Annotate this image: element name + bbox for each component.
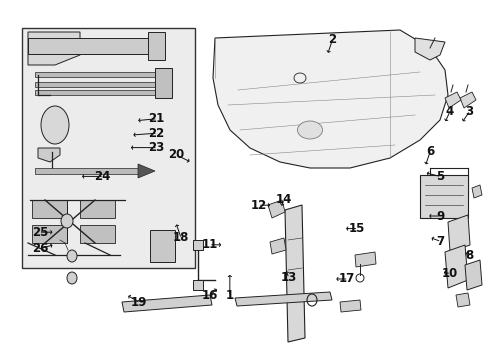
- Text: 14: 14: [275, 193, 291, 206]
- Ellipse shape: [67, 272, 77, 284]
- Text: 25: 25: [32, 226, 48, 239]
- Polygon shape: [22, 28, 195, 268]
- Text: 1: 1: [225, 289, 233, 302]
- Ellipse shape: [61, 214, 73, 228]
- Polygon shape: [35, 90, 160, 95]
- Polygon shape: [269, 238, 285, 254]
- Text: 15: 15: [348, 222, 365, 235]
- Text: 21: 21: [148, 112, 164, 125]
- Text: 7: 7: [435, 235, 443, 248]
- Polygon shape: [32, 225, 67, 243]
- Ellipse shape: [41, 106, 69, 144]
- Polygon shape: [80, 200, 115, 218]
- Polygon shape: [354, 252, 375, 267]
- Ellipse shape: [67, 250, 77, 262]
- Polygon shape: [28, 38, 155, 54]
- Polygon shape: [35, 82, 160, 87]
- Text: 16: 16: [202, 289, 218, 302]
- Polygon shape: [193, 280, 203, 290]
- Polygon shape: [447, 215, 469, 252]
- Text: 18: 18: [172, 231, 189, 244]
- Polygon shape: [455, 293, 469, 307]
- Text: 3: 3: [465, 105, 472, 118]
- Polygon shape: [122, 295, 212, 312]
- Polygon shape: [35, 72, 160, 77]
- Text: 2: 2: [328, 33, 336, 46]
- Polygon shape: [35, 168, 140, 174]
- Text: 23: 23: [148, 141, 164, 154]
- Ellipse shape: [297, 121, 322, 139]
- Polygon shape: [155, 68, 172, 98]
- Text: 11: 11: [202, 238, 218, 251]
- Polygon shape: [471, 185, 481, 198]
- Text: 6: 6: [426, 145, 433, 158]
- Polygon shape: [28, 32, 80, 65]
- Polygon shape: [444, 92, 460, 108]
- Polygon shape: [138, 164, 155, 178]
- Polygon shape: [213, 30, 447, 168]
- Polygon shape: [148, 32, 164, 60]
- Text: 5: 5: [435, 170, 443, 183]
- Text: 8: 8: [465, 249, 472, 262]
- Polygon shape: [32, 200, 67, 218]
- Text: 10: 10: [441, 267, 457, 280]
- Polygon shape: [285, 205, 305, 342]
- Text: 4: 4: [445, 105, 453, 118]
- Polygon shape: [444, 245, 467, 288]
- Polygon shape: [459, 92, 475, 108]
- Text: 17: 17: [338, 273, 355, 285]
- Polygon shape: [464, 260, 481, 290]
- Text: 12: 12: [250, 199, 267, 212]
- Text: 20: 20: [167, 148, 184, 161]
- Text: 26: 26: [32, 242, 48, 255]
- Polygon shape: [419, 175, 467, 218]
- Text: 24: 24: [94, 170, 111, 183]
- Polygon shape: [80, 225, 115, 243]
- Polygon shape: [193, 240, 203, 250]
- Text: 13: 13: [280, 271, 296, 284]
- Polygon shape: [339, 300, 360, 312]
- Text: 19: 19: [131, 296, 147, 309]
- Polygon shape: [235, 292, 331, 306]
- Polygon shape: [150, 230, 175, 262]
- Text: 22: 22: [148, 127, 164, 140]
- Polygon shape: [38, 148, 60, 162]
- Polygon shape: [267, 200, 285, 218]
- Text: 9: 9: [435, 210, 443, 222]
- Polygon shape: [414, 38, 444, 60]
